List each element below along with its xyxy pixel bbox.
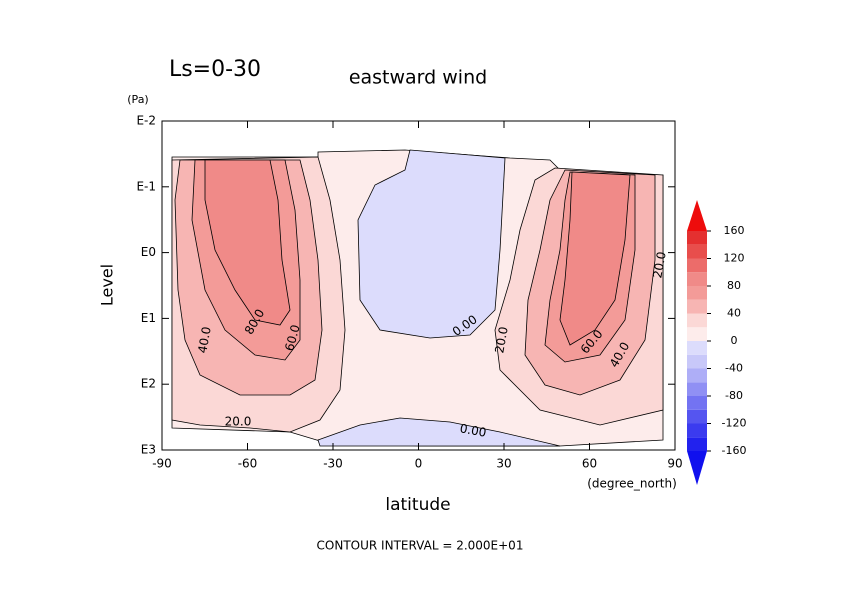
colorbar-band xyxy=(687,258,707,273)
contour-region xyxy=(559,171,631,346)
contour-label: 40.0 xyxy=(195,326,213,355)
colorbar-band xyxy=(687,368,707,383)
colorbar-tick-label: -160 xyxy=(722,444,747,457)
colorbar-tick-label: 40 xyxy=(727,307,741,320)
colorbar-band xyxy=(687,437,707,451)
y-tick-label: E2 xyxy=(141,377,156,391)
colorbar-band xyxy=(687,327,707,341)
y-tick-label: E-1 xyxy=(136,179,156,193)
x-tick-label: 30 xyxy=(496,457,511,471)
colorbar-band xyxy=(687,396,707,410)
y-tick-label: E0 xyxy=(141,245,156,259)
colorbar-band xyxy=(687,299,707,314)
colorbar-tick-label: 80 xyxy=(727,279,741,292)
chart-title: eastward wind xyxy=(349,67,487,89)
contour-region xyxy=(317,417,561,447)
colorbar-band xyxy=(687,286,707,300)
contour-label: 0.00 xyxy=(459,421,488,439)
colorbar-extend-bottom xyxy=(687,451,707,485)
y-axis-label: Level xyxy=(98,264,117,306)
x-unit: (degree_north) xyxy=(587,477,677,491)
colorbar-band xyxy=(687,423,707,438)
colorbar-extend-top xyxy=(687,200,707,231)
x-tick-label: 60 xyxy=(582,457,597,471)
x-tick-label: 90 xyxy=(667,457,682,471)
x-tick-label: -60 xyxy=(238,457,258,471)
colorbar-band xyxy=(687,382,707,396)
contour-region xyxy=(204,159,291,326)
colorbar-tick-label: -40 xyxy=(725,362,743,375)
x-tick-label: -90 xyxy=(152,457,172,471)
y-tick-label: E1 xyxy=(141,311,156,325)
colorbar-tick-label: -120 xyxy=(722,417,747,430)
y-tick-label: E-2 xyxy=(136,114,156,128)
contour-label: 20.0 xyxy=(492,326,510,355)
y-unit: (Pa) xyxy=(127,93,148,106)
colorbar-band xyxy=(687,244,707,259)
colorbar-band xyxy=(687,341,707,355)
colorbar-band xyxy=(687,313,707,328)
colorbar-tick-label: 0 xyxy=(731,334,738,347)
x-tick-label: -30 xyxy=(323,457,343,471)
x-axis-label: latitude xyxy=(385,495,450,515)
contour-label: 60.0 xyxy=(282,323,302,352)
colorbar-tick-label: 160 xyxy=(724,224,745,237)
footer: CONTOUR INTERVAL = 2.000E+01 xyxy=(317,539,524,553)
colorbar-band xyxy=(687,409,707,424)
colorbar-tick-label: -80 xyxy=(725,389,743,402)
chart-subtitle: Ls=0-30 xyxy=(169,57,261,82)
colorbar-band xyxy=(687,272,707,286)
colorbar-band xyxy=(687,231,707,245)
contour-region xyxy=(357,149,506,339)
y-tick-label: E3 xyxy=(141,443,156,457)
contour-label: 20.0 xyxy=(225,415,252,429)
x-tick-label: 0 xyxy=(415,457,423,471)
colorbar-band xyxy=(687,354,707,369)
contour-label: 20.0 xyxy=(650,251,668,280)
colorbar-tick-label: 120 xyxy=(724,252,745,265)
